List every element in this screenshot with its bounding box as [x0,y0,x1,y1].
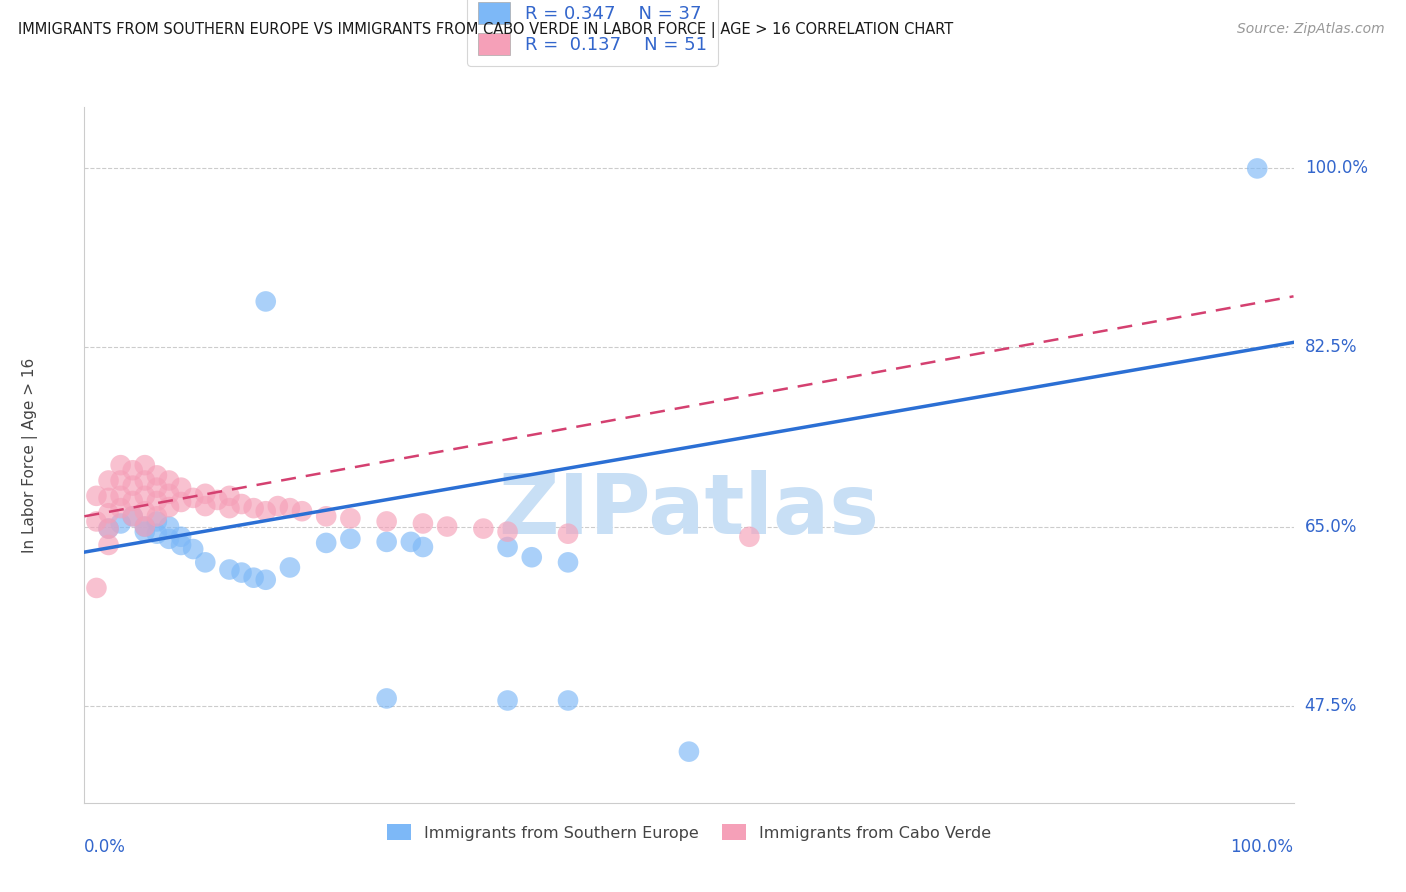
Point [146,509,169,524]
Point [146,494,169,508]
Point [134,524,156,539]
Point [86,581,108,595]
Point [97,474,120,488]
Point [218,489,240,503]
Point [146,468,169,483]
Point [134,519,156,533]
Point [557,555,579,569]
Point [339,511,361,525]
Point [110,474,132,488]
Point [181,491,204,505]
Point [218,562,240,576]
Point [121,494,143,508]
Point [291,504,314,518]
Point [412,516,434,531]
Point [110,489,132,503]
Point [218,501,240,516]
Point [194,555,217,569]
Point [496,693,519,707]
Point [496,540,519,554]
Point [520,550,543,565]
Point [157,487,180,501]
Point [375,535,398,549]
Text: 82.5%: 82.5% [1305,338,1357,357]
Text: 47.5%: 47.5% [1305,697,1357,714]
Point [134,458,156,472]
Text: 0.0%: 0.0% [84,838,127,855]
Point [121,478,143,492]
Point [472,522,495,536]
Point [97,522,120,536]
Point [170,530,193,544]
Point [242,501,264,516]
Point [97,522,120,536]
Point [134,519,156,533]
Point [1246,161,1268,176]
Point [557,526,579,541]
Point [194,487,217,501]
Text: 100.0%: 100.0% [1305,160,1368,178]
Point [315,536,337,550]
Point [110,516,132,531]
Point [557,693,579,707]
Point [399,535,422,549]
Point [121,463,143,477]
Point [254,294,277,309]
Point [231,566,253,580]
Point [254,504,277,518]
Text: 65.0%: 65.0% [1305,517,1357,535]
Text: IMMIGRANTS FROM SOUTHERN EUROPE VS IMMIGRANTS FROM CABO VERDE IN LABOR FORCE | A: IMMIGRANTS FROM SOUTHERN EUROPE VS IMMIG… [18,22,953,38]
Point [134,504,156,518]
Point [86,489,108,503]
Point [170,481,193,495]
Point [146,526,169,541]
Point [97,506,120,520]
Point [121,509,143,524]
Point [97,538,120,552]
Point [254,573,277,587]
Point [170,538,193,552]
Point [181,542,204,557]
Point [267,499,290,513]
Point [496,524,519,539]
Point [436,519,458,533]
Point [207,492,229,507]
Point [315,509,337,524]
Point [170,495,193,509]
Point [738,530,761,544]
Point [242,571,264,585]
Point [146,515,169,529]
Point [412,540,434,554]
Point [146,481,169,495]
Point [121,509,143,524]
Point [157,532,180,546]
Point [110,458,132,472]
Point [97,491,120,505]
Point [134,489,156,503]
Point [86,515,108,529]
Text: Source: ZipAtlas.com: Source: ZipAtlas.com [1237,22,1385,37]
Text: ZIPatlas: ZIPatlas [499,470,879,551]
Point [194,499,217,513]
Legend: Immigrants from Southern Europe, Immigrants from Cabo Verde: Immigrants from Southern Europe, Immigra… [381,818,997,847]
Point [157,474,180,488]
Point [375,515,398,529]
Point [678,745,700,759]
Point [278,560,301,574]
Point [339,532,361,546]
Point [134,474,156,488]
Point [375,691,398,706]
Point [157,500,180,514]
Point [157,519,180,533]
Point [231,497,253,511]
Point [110,501,132,516]
Text: 100.0%: 100.0% [1230,838,1294,855]
Text: In Labor Force | Age > 16: In Labor Force | Age > 16 [22,358,38,552]
Point [278,501,301,516]
